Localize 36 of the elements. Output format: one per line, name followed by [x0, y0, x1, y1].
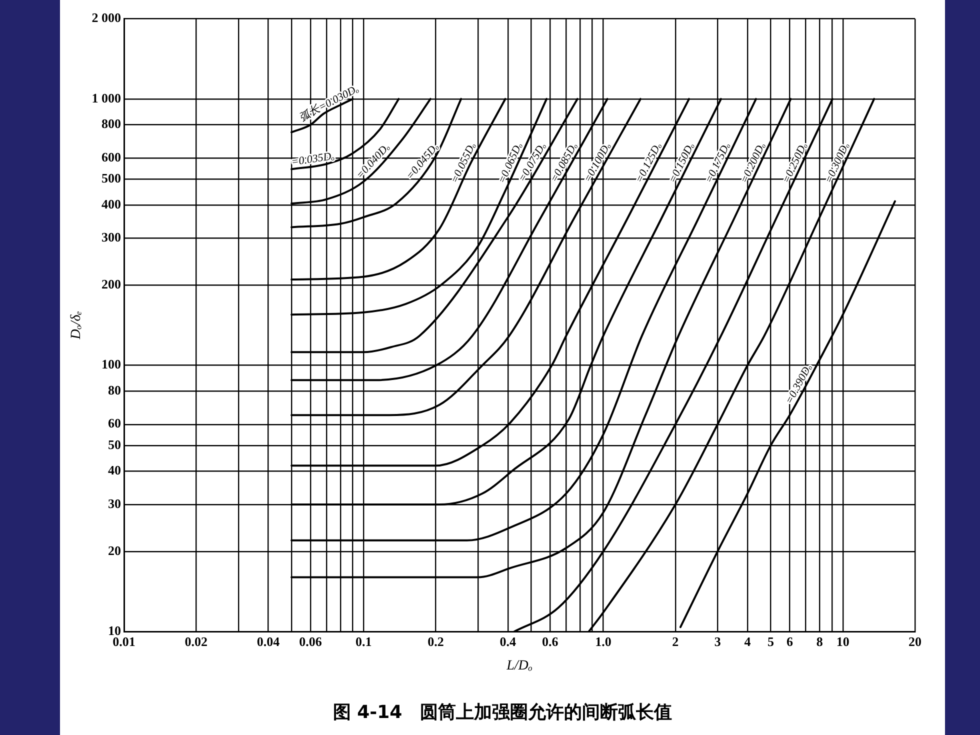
y-tick-label: 2 000 [92, 10, 122, 26]
y-tick-label: 80 [108, 382, 122, 398]
y-tick-label: 600 [102, 149, 122, 164]
y-tick-label: 100 [102, 356, 122, 372]
x-tick-label: 6 [786, 634, 794, 649]
x-tick-label: 5 [767, 634, 774, 649]
x-tick-label: 0.4 [500, 634, 517, 649]
y-tick-label: 50 [108, 436, 122, 452]
x-tick-label: 3 [714, 634, 722, 649]
y-tick-label: 1 000 [92, 90, 122, 106]
y-tick-label: 800 [102, 116, 122, 132]
x-tick-label: 0.1 [356, 634, 372, 649]
y-tick-label: 10 [108, 622, 122, 638]
y-tick-label: 60 [108, 416, 122, 431]
y-tick-label: 40 [108, 462, 122, 478]
text: 图 4-14 圆筒上加强圈允许的间断弧长值 [332, 701, 674, 724]
x-tick-label: 0.06 [299, 634, 322, 649]
x-tick-label: 0.04 [256, 634, 280, 649]
y-tick-label: 500 [102, 170, 122, 186]
y-tick-label: 20 [108, 542, 122, 558]
x-tick-label: 8 [816, 634, 824, 649]
x-tick-label: 0.02 [184, 634, 208, 649]
x-tick-label: 4 [744, 634, 752, 649]
x-tick-label: 0.6 [542, 634, 559, 649]
y-tick-label: 200 [102, 276, 122, 292]
y-axis-title: Dₒ/δₑ [69, 310, 84, 340]
x-tick-label: 20 [908, 634, 922, 649]
x-tick-label: 1.0 [595, 634, 612, 649]
x-axis-title: L/Dₒ [506, 658, 532, 674]
x-tick-label: 2 [672, 634, 679, 649]
x-tick-label: 0.2 [428, 634, 444, 649]
y-tick-label: 400 [102, 196, 122, 212]
y-tick-label: 30 [108, 496, 122, 511]
x-tick-label: 10 [836, 634, 850, 649]
y-tick-label: 300 [102, 230, 122, 245]
text: =0.035Dₒ [290, 150, 336, 168]
